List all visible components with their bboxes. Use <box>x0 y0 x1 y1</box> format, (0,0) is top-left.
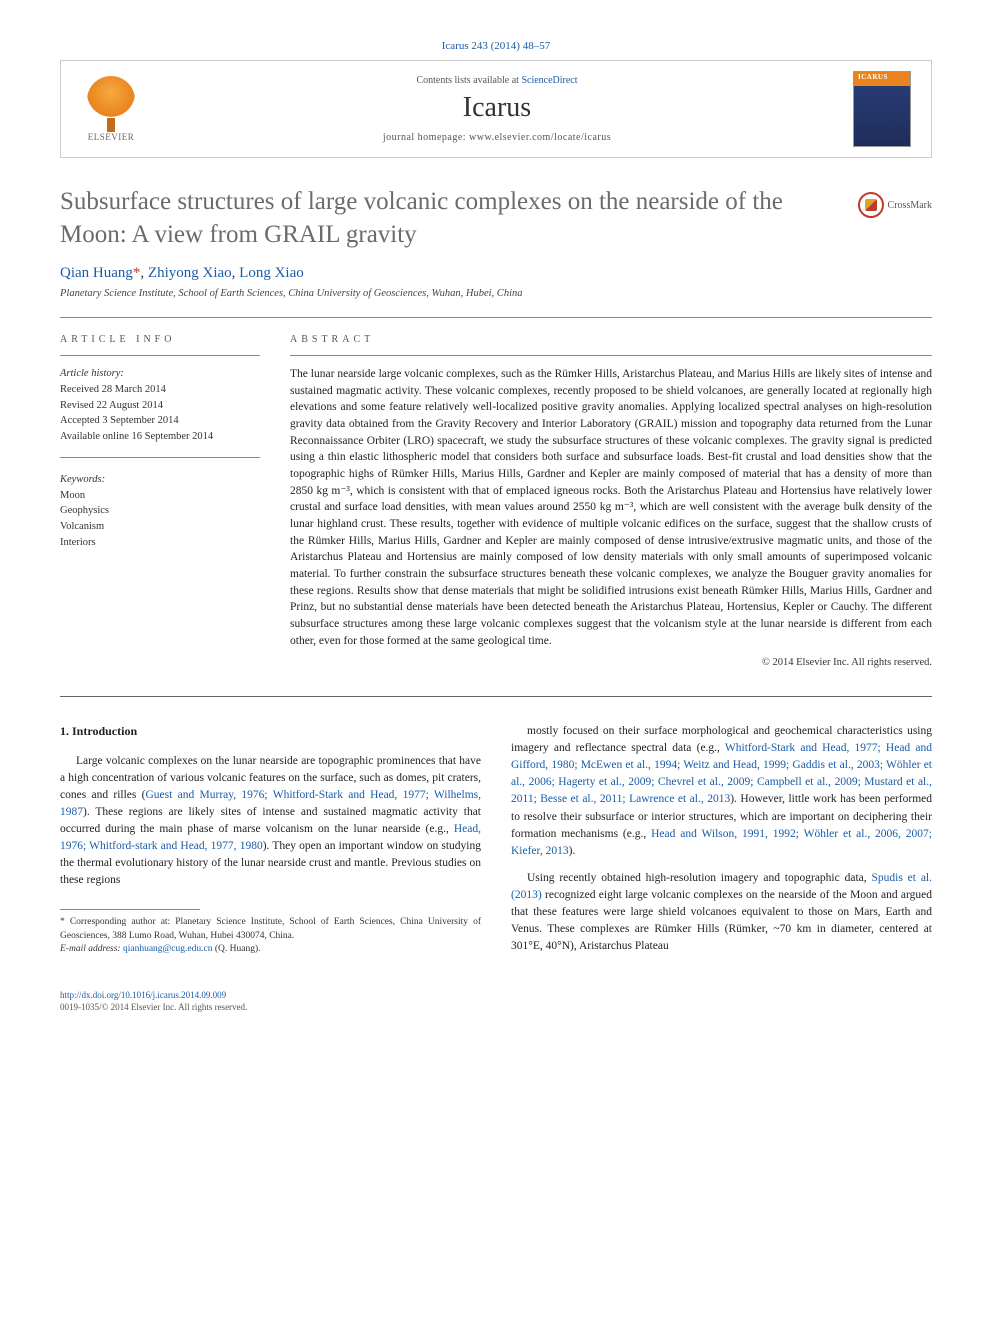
crossmark-label: CrossMark <box>888 200 932 211</box>
body-paragraph: Using recently obtained high-resolution … <box>511 870 932 955</box>
author-2[interactable]: Zhiyong Xiao <box>148 265 232 281</box>
footnote-text: Corresponding author at: Planetary Scien… <box>60 917 481 940</box>
history-label: Article history: <box>60 366 260 382</box>
body-col-right: mostly focused on their surface morpholo… <box>511 723 932 964</box>
body-text: ). These regions are likely sites of int… <box>60 806 481 835</box>
keyword: Geophysics <box>60 503 260 519</box>
section-heading: 1. Introduction <box>60 723 481 741</box>
crossmark-badge[interactable]: CrossMark <box>858 192 932 218</box>
body-text: recognized eight large volcanic complexe… <box>511 889 932 952</box>
sciencedirect-link[interactable]: ScienceDirect <box>521 75 577 86</box>
received-date: Received 28 March 2014 <box>60 382 260 398</box>
author-sep: , <box>140 265 148 281</box>
author-1[interactable]: Qian Huang <box>60 265 133 281</box>
cover-title: ICARUS <box>858 73 888 81</box>
journal-cover-thumb[interactable]: ICARUS <box>853 71 911 147</box>
corresponding-footnote: * Corresponding author at: Planetary Sci… <box>60 916 481 956</box>
affiliation: Planetary Science Institute, School of E… <box>60 288 932 299</box>
journal-name: Icarus <box>141 92 853 124</box>
info-abstract-row: ARTICLE INFO Article history: Received 2… <box>60 334 932 668</box>
crossmark-icon <box>858 192 884 218</box>
divider <box>60 317 932 318</box>
body-columns: 1. Introduction Large volcanic complexes… <box>60 723 932 964</box>
page-footer: http://dx.doi.org/10.1016/j.icarus.2014.… <box>60 989 932 1014</box>
body-paragraph: mostly focused on their surface morpholo… <box>511 723 932 859</box>
article-history: Article history: Received 28 March 2014 … <box>60 366 260 551</box>
header-citation[interactable]: Icarus 243 (2014) 48–57 <box>60 40 932 52</box>
body-text: ). <box>569 845 576 857</box>
keyword: Interiors <box>60 535 260 551</box>
elsevier-tree-icon <box>87 76 135 124</box>
keyword: Volcanism <box>60 519 260 535</box>
email-label: E-mail address: <box>60 944 123 954</box>
divider <box>290 355 932 356</box>
abstract-text: The lunar nearside large volcanic comple… <box>290 366 932 649</box>
contents-available: Contents lists available at ScienceDirec… <box>141 75 853 86</box>
author-3[interactable]: Long Xiao <box>239 265 304 281</box>
keyword: Moon <box>60 488 260 504</box>
keywords-label: Keywords: <box>60 472 260 488</box>
email-link[interactable]: qianhuang@cug.edu.cn <box>123 944 212 954</box>
contents-prefix: Contents lists available at <box>416 75 521 86</box>
online-date: Available online 16 September 2014 <box>60 429 260 445</box>
divider <box>60 696 932 697</box>
journal-homepage[interactable]: journal homepage: www.elsevier.com/locat… <box>141 132 853 143</box>
revised-date: Revised 22 August 2014 <box>60 398 260 414</box>
body-paragraph: Large volcanic complexes on the lunar ne… <box>60 753 481 889</box>
elsevier-name: ELSEVIER <box>88 132 135 142</box>
divider <box>60 457 260 458</box>
article-info-column: ARTICLE INFO Article history: Received 2… <box>60 334 260 668</box>
email-suffix: (Q. Huang). <box>212 944 260 954</box>
journal-header: ELSEVIER Contents lists available at Sci… <box>60 60 932 158</box>
body-col-left: 1. Introduction Large volcanic complexes… <box>60 723 481 964</box>
header-center: Contents lists available at ScienceDirec… <box>141 75 853 143</box>
accepted-date: Accepted 3 September 2014 <box>60 413 260 429</box>
abstract-column: ABSTRACT The lunar nearside large volcan… <box>290 334 932 668</box>
abstract-copyright: © 2014 Elsevier Inc. All rights reserved… <box>290 657 932 668</box>
doi-link[interactable]: http://dx.doi.org/10.1016/j.icarus.2014.… <box>60 990 226 1000</box>
issn-copyright: 0019-1035/© 2014 Elsevier Inc. All right… <box>60 1002 247 1012</box>
abstract-label: ABSTRACT <box>290 334 932 345</box>
footnote-rule <box>60 909 200 910</box>
body-text: Using recently obtained high-resolution … <box>527 872 871 884</box>
author-list: Qian Huang*, Zhiyong Xiao, Long Xiao <box>60 265 932 282</box>
elsevier-logo[interactable]: ELSEVIER <box>81 74 141 144</box>
article-title: Subsurface structures of large volcanic … <box>60 186 840 251</box>
divider <box>60 355 260 356</box>
article-info-label: ARTICLE INFO <box>60 334 260 345</box>
